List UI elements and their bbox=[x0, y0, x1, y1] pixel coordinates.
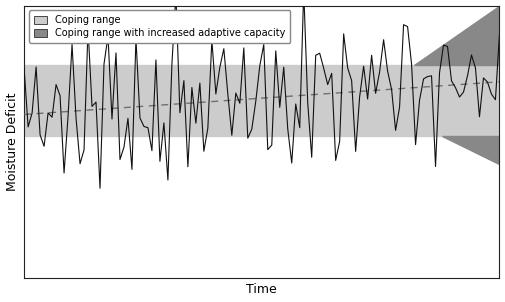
Y-axis label: Moisture Deficit: Moisture Deficit bbox=[6, 92, 19, 191]
Bar bbox=[24, 66, 499, 136]
Legend: Coping range, Coping range with increased adaptive capacity: Coping range, Coping range with increase… bbox=[29, 10, 290, 43]
X-axis label: Time: Time bbox=[246, 284, 277, 297]
Polygon shape bbox=[414, 5, 499, 66]
Polygon shape bbox=[442, 136, 499, 163]
